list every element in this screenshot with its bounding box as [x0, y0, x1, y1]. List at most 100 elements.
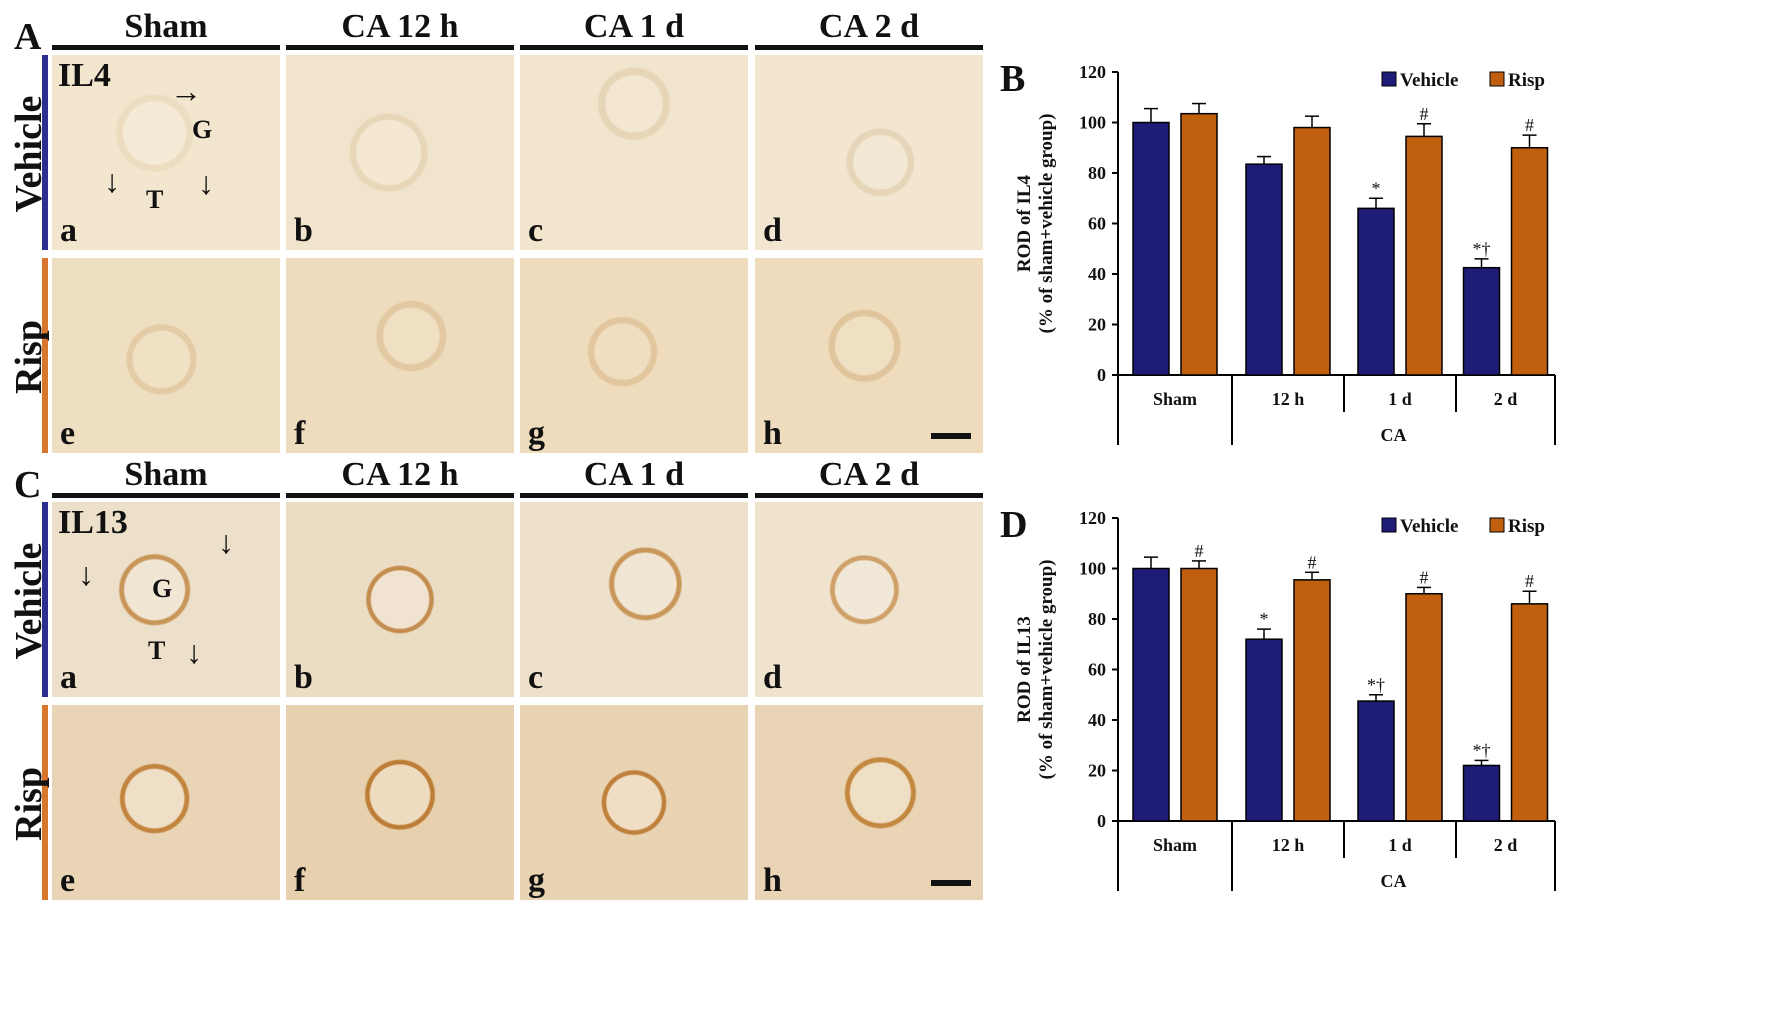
micrograph-il13-risp-12h: f [286, 705, 514, 900]
column-header-ca-1d: CA 1 d [583, 456, 685, 493]
micrograph-il13-vehicle-1d: c [520, 502, 748, 697]
stain-label-il4: IL4 [58, 57, 111, 94]
bar [1357, 207, 1395, 376]
y-tick-label: 120 [1079, 508, 1106, 528]
bar [1293, 126, 1331, 376]
column-header-ca-2d: CA 2 d [818, 8, 920, 45]
bar [1293, 579, 1331, 822]
column-bar [52, 45, 280, 50]
sub-label-a: a [60, 212, 77, 249]
micrograph-il13-risp-1d: g [520, 705, 748, 900]
significance-mark: * [1372, 178, 1381, 198]
sub-label-d: d [763, 212, 782, 249]
vehicle-row-strip [42, 55, 48, 250]
y-tick-label: 60 [1088, 214, 1106, 234]
sub-label-c: c [528, 659, 544, 696]
legend-swatch [1381, 517, 1397, 533]
micrograph-il13-risp-sham: e [52, 705, 280, 900]
legend-swatch [1489, 517, 1505, 533]
sub-label-a: a [60, 659, 77, 696]
y-tick-label: 40 [1088, 264, 1106, 284]
sub-label-g: g [528, 415, 545, 452]
sub-label-g: g [528, 862, 545, 899]
arrow-icon: ↓ [78, 556, 94, 592]
micrograph-il13-vehicle-12h: b [286, 502, 514, 697]
glomerulus-marker: G [192, 115, 213, 144]
column-bar [52, 493, 280, 498]
bar [1462, 764, 1501, 822]
sub-label-c: c [528, 212, 544, 249]
bar [1132, 121, 1170, 376]
sub-label-h: h [763, 415, 782, 452]
column-bar [286, 493, 514, 498]
bar [1180, 567, 1218, 822]
y-tick-label: 0 [1097, 811, 1106, 831]
x-tick-label: 12 h [1272, 835, 1305, 855]
y-axis-label: ROD of IL4 [1014, 174, 1035, 272]
panel-letter-a: A [14, 16, 42, 58]
legend-label: Risp [1508, 516, 1545, 537]
bar [1245, 638, 1283, 822]
legend-label: Vehicle [1400, 516, 1458, 537]
y-tick-label: 20 [1088, 761, 1106, 781]
y-tick-label: 100 [1079, 113, 1106, 133]
micrograph-il4-vehicle-12h: b [286, 55, 514, 250]
column-header-sham: Sham [124, 8, 208, 45]
y-tick-label: 40 [1088, 710, 1106, 730]
micrograph-il4-risp-sham: e [52, 258, 280, 453]
x-tick-label: Sham [1153, 835, 1197, 855]
legend-swatch [1381, 71, 1397, 87]
risp-row-strip [42, 258, 48, 453]
significance-mark: # [1420, 104, 1429, 124]
x-group-label: CA [1381, 425, 1407, 445]
y-tick-label: 0 [1097, 365, 1106, 385]
y-axis-label-2: (% of sham+vehicle group) [1036, 560, 1057, 780]
vehicle-row-strip [42, 502, 48, 697]
arrow-icon: ↓ [218, 524, 234, 560]
tubule-marker: T [146, 185, 164, 214]
significance-mark: # [1525, 571, 1534, 591]
bar [1405, 135, 1443, 376]
risp-row-strip [42, 705, 48, 900]
micrograph-il4-risp-12h: f [286, 258, 514, 453]
row-label-risp: Risp [8, 767, 50, 841]
column-header-sham: Sham [124, 456, 208, 493]
tubule-marker: T [148, 636, 166, 665]
scale-bar [931, 880, 971, 886]
bar [1132, 567, 1170, 822]
y-tick-label: 80 [1088, 163, 1106, 183]
bar-chart-il4: 0 20 40 60 80 100 120 ROD of IL4 (% of sham+vehi… [1014, 62, 1556, 445]
y-axis-label: ROD of IL13 [1014, 616, 1035, 723]
arrow-icon: → [170, 73, 202, 109]
row-label-risp: Risp [8, 320, 50, 394]
significance-mark: * [1260, 609, 1269, 629]
sub-label-b: b [294, 659, 313, 696]
micrograph-il4-vehicle-2d: d [755, 55, 983, 250]
arrow-icon: ↓ [198, 165, 214, 201]
micrograph-il4-vehicle-1d: c [520, 55, 748, 250]
sub-label-b: b [294, 212, 313, 249]
significance-mark: *† [1473, 239, 1491, 259]
y-tick-label: 100 [1079, 559, 1106, 579]
column-header-ca-12h: CA 12 h [341, 456, 459, 493]
column-header-ca-1d: CA 1 d [583, 8, 685, 45]
significance-mark: # [1420, 567, 1429, 587]
row-label-vehicle: Vehicle [8, 542, 50, 660]
sub-label-e: e [60, 415, 76, 452]
bar-chart-il13: 0 20 40 60 80 100 120 ROD of IL13 (% of sham+veh… [1014, 508, 1556, 891]
legend-swatch [1489, 71, 1505, 87]
legend-label: Vehicle [1400, 70, 1458, 91]
y-tick-label: 120 [1079, 62, 1106, 82]
bar [1510, 147, 1549, 376]
scale-bar [931, 433, 971, 439]
significance-mark: *† [1367, 675, 1385, 695]
significance-mark: # [1525, 115, 1534, 135]
bar [1462, 266, 1501, 376]
significance-mark: # [1308, 552, 1317, 572]
panel-letter-c: C [14, 464, 42, 506]
column-bar [520, 45, 748, 50]
sub-label-d: d [763, 659, 782, 696]
sub-label-h: h [763, 862, 782, 899]
column-bar [286, 45, 514, 50]
micrograph-il13-risp-2d: h [755, 705, 983, 900]
